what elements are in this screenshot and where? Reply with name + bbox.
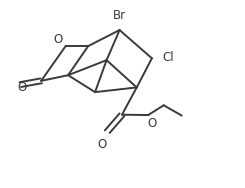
Text: Cl: Cl	[162, 51, 174, 64]
Text: O: O	[147, 117, 157, 130]
Text: O: O	[17, 81, 27, 94]
Text: O: O	[97, 138, 107, 151]
Text: Br: Br	[113, 8, 126, 22]
Text: O: O	[54, 33, 63, 46]
